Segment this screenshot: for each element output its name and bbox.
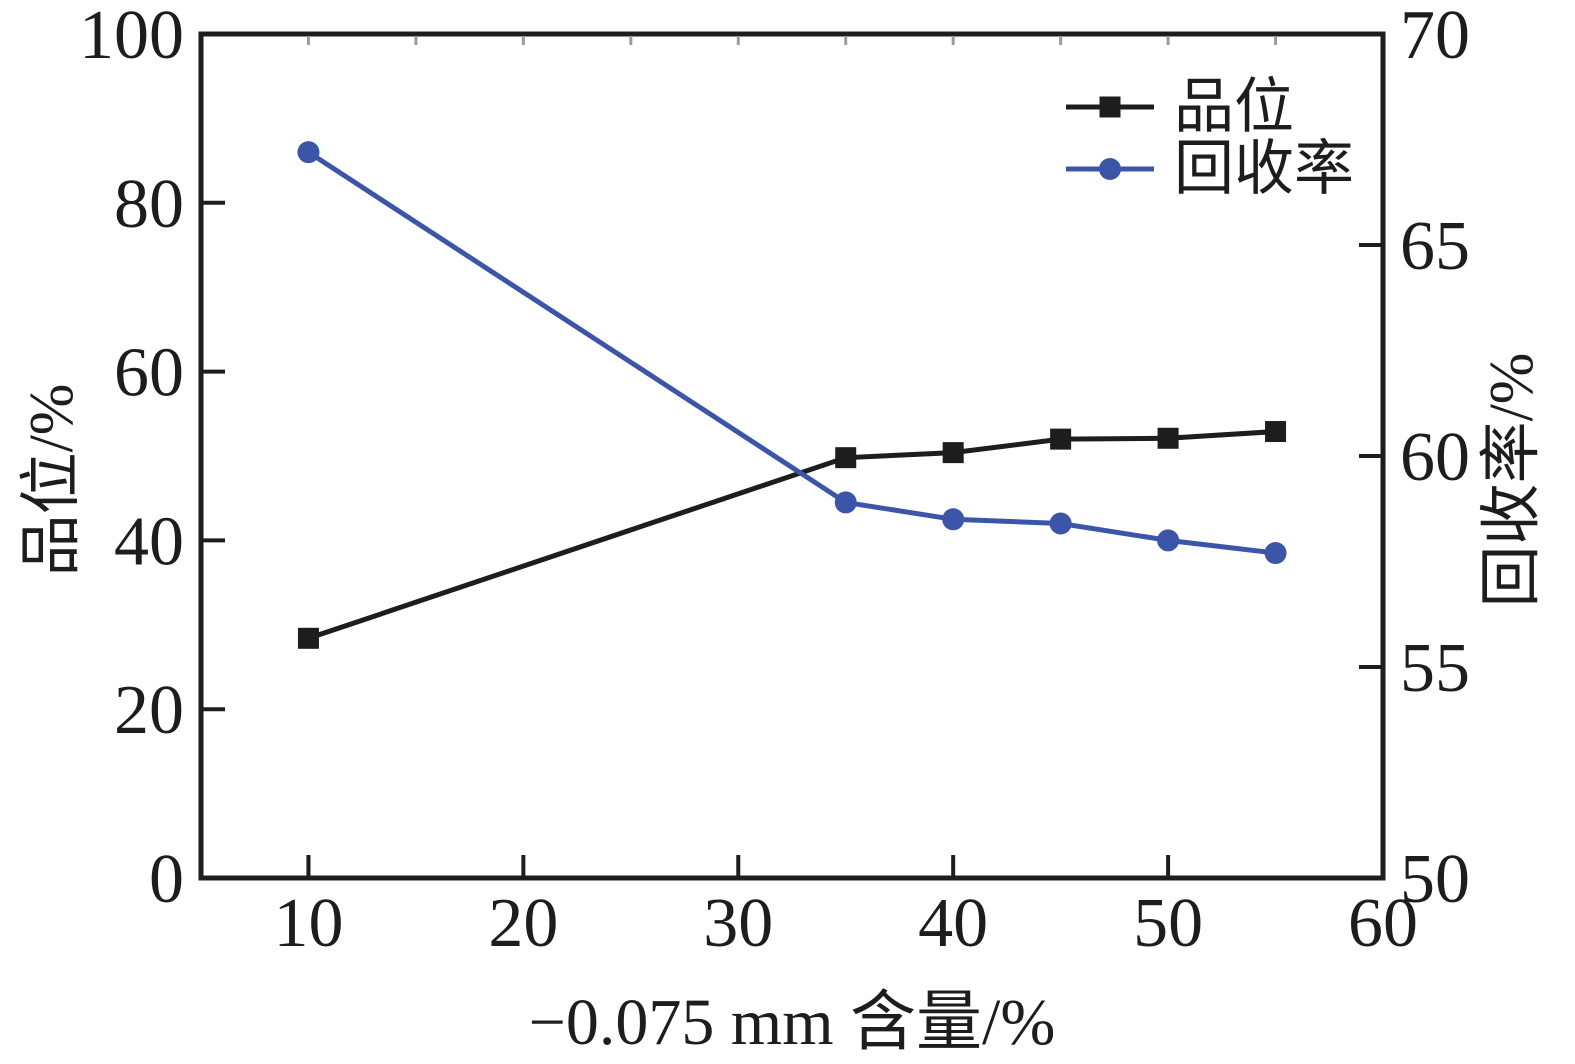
left-y-axis-title: 品位/%	[18, 383, 86, 577]
svg-text:60: 60	[114, 335, 184, 412]
grade-series-legend-marker-icon	[1066, 96, 1154, 118]
legend-item-grade: 品位	[1064, 76, 1354, 138]
svg-text:40: 40	[114, 503, 184, 580]
svg-text:50: 50	[1133, 885, 1203, 962]
svg-text:60: 60	[1400, 419, 1470, 496]
svg-text:10: 10	[273, 885, 343, 962]
svg-text:50: 50	[1400, 841, 1470, 918]
svg-text:70: 70	[1400, 0, 1470, 74]
x-axis-title: −0.075 mm 含量/%	[528, 986, 1056, 1059]
legend-label-recovery: 回收率	[1174, 136, 1354, 202]
svg-text:55: 55	[1400, 630, 1470, 707]
svg-text:0: 0	[149, 841, 184, 918]
svg-text:65: 65	[1400, 208, 1470, 285]
legend: 品位 回收率	[1064, 76, 1354, 200]
svg-text:60: 60	[1348, 885, 1418, 962]
legend-item-recovery: 回收率	[1064, 138, 1354, 200]
svg-text:30: 30	[703, 885, 773, 962]
svg-text:40: 40	[918, 885, 988, 962]
svg-text:20: 20	[114, 672, 184, 749]
svg-text:20: 20	[488, 885, 558, 962]
recovery-series-legend-marker-icon	[1066, 158, 1154, 180]
legend-label-grade: 品位	[1174, 74, 1294, 140]
svg-text:80: 80	[114, 166, 184, 243]
svg-text:100: 100	[79, 0, 184, 74]
right-y-axis-title: 回收率/%	[1478, 352, 1546, 608]
